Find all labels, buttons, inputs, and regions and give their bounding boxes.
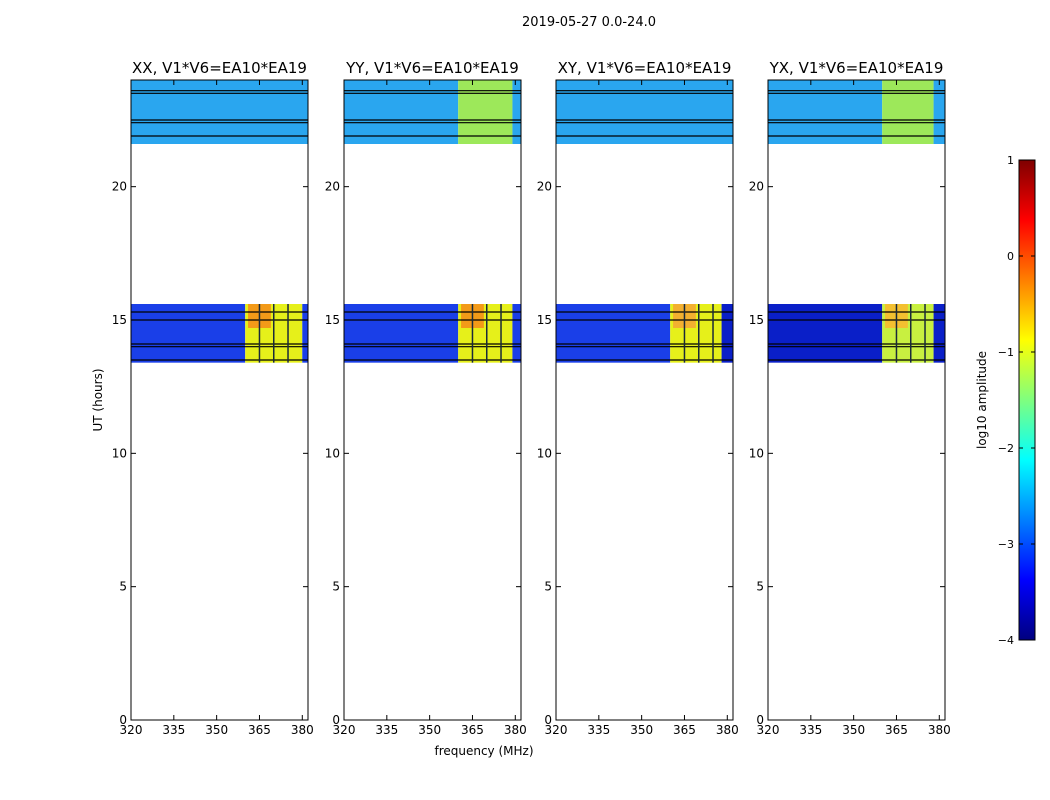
data-block (556, 304, 671, 363)
axes-frame (555, 79, 734, 721)
colorbar-tick-label: −4 (998, 634, 1014, 647)
colorbar-tick-label: −2 (998, 442, 1014, 455)
panel-title: XY, V1*V6=EA10*EA19 (558, 59, 732, 77)
x-tick-label: 350 (205, 723, 228, 737)
x-tick-label: 365 (673, 723, 696, 737)
y-tick-label: 0 (756, 713, 764, 727)
data-block (512, 304, 521, 363)
panel-title: YY, V1*V6=EA10*EA19 (345, 59, 519, 77)
x-tick-label: 335 (587, 723, 610, 737)
data-block (458, 80, 513, 144)
x-tick-label: 365 (885, 723, 908, 737)
x-tick-label: 350 (418, 723, 441, 737)
x-tick-label: 320 (120, 723, 143, 737)
colorbar-label: log10 amplitude (975, 351, 989, 449)
y-tick-label: 15 (749, 313, 764, 327)
data-block (882, 80, 934, 144)
data-block (933, 80, 945, 144)
y-tick-label: 0 (544, 713, 552, 727)
y-tick-label: 10 (749, 446, 764, 460)
x-tick-label: 320 (757, 723, 780, 737)
panel-2: YY, V1*V6=EA10*EA19 0 5 10 15 20 320 335 350 365 3… (325, 59, 527, 737)
axes-frame (343, 79, 522, 721)
x-tick-label: 335 (162, 723, 185, 737)
data-block (131, 80, 308, 144)
panel-1: XX, V1*V6=EA10*EA19 0 5 10 15 20 320 335 350 365 3… (112, 59, 314, 737)
y-tick-label: 10 (325, 446, 340, 460)
y-tick-label: 5 (332, 580, 340, 594)
panel-title: YX, V1*V6=EA10*EA19 (769, 59, 944, 77)
data-block (721, 304, 733, 363)
x-axis-label: frequency (MHz) (434, 744, 533, 758)
y-tick-label: 15 (112, 313, 127, 327)
x-tick-label: 320 (545, 723, 568, 737)
axes-frame (130, 79, 309, 721)
x-tick-label: 380 (291, 723, 314, 737)
x-tick-label: 365 (461, 723, 484, 737)
y-tick-label: 20 (325, 180, 340, 194)
x-tick-label: 380 (928, 723, 951, 737)
colorbar-tick-label: −3 (998, 538, 1014, 551)
y-axis-label: UT (hours) (91, 368, 105, 431)
y-tick-label: 0 (119, 713, 127, 727)
y-tick-label: 5 (756, 580, 764, 594)
x-tick-label: 365 (248, 723, 271, 737)
x-tick-label: 350 (630, 723, 653, 737)
colorbar-tick-label: 0 (1007, 250, 1014, 263)
data-block (131, 304, 246, 363)
data-block (768, 304, 883, 363)
colorbar-tick-label: 1 (1007, 154, 1014, 167)
y-tick-label: 20 (537, 180, 552, 194)
data-block (512, 80, 521, 144)
colorbar-gradient (1018, 159, 1036, 641)
panel-title: XX, V1*V6=EA10*EA19 (132, 59, 307, 77)
figure-suptitle: 2019-05-27 0.0-24.0 (522, 15, 656, 30)
y-tick-label: 15 (537, 313, 552, 327)
x-tick-label: 320 (333, 723, 356, 737)
data-block (344, 80, 459, 144)
data-block (768, 80, 883, 144)
x-tick-label: 335 (375, 723, 398, 737)
y-tick-label: 15 (325, 313, 340, 327)
y-tick-label: 0 (332, 713, 340, 727)
y-tick-label: 5 (119, 580, 127, 594)
colorbar-tick-label: −1 (998, 346, 1014, 359)
axes-frame (767, 79, 946, 721)
data-block (933, 304, 945, 363)
colorbar: −4 −3 −2 −1 0 1 log10 amplitude (975, 154, 1036, 647)
y-tick-label: 20 (112, 180, 127, 194)
x-tick-label: 380 (716, 723, 739, 737)
x-tick-label: 335 (799, 723, 822, 737)
panel-4: YX, V1*V6=EA10*EA19 0 5 10 15 20 320 335 350 365 3… (749, 59, 951, 737)
y-tick-label: 10 (112, 446, 127, 460)
panels: XX, V1*V6=EA10*EA19 0 5 10 15 20 320 335 350 365 3… (112, 59, 951, 737)
data-block (344, 304, 459, 363)
x-tick-label: 380 (504, 723, 527, 737)
y-tick-label: 20 (749, 180, 764, 194)
panel-3: XY, V1*V6=EA10*EA19 0 5 10 15 20 320 335 350 365 3… (537, 59, 739, 737)
x-tick-label: 350 (842, 723, 865, 737)
y-tick-label: 5 (544, 580, 552, 594)
y-tick-label: 10 (537, 446, 552, 460)
data-block (302, 304, 308, 363)
data-block (556, 80, 733, 144)
